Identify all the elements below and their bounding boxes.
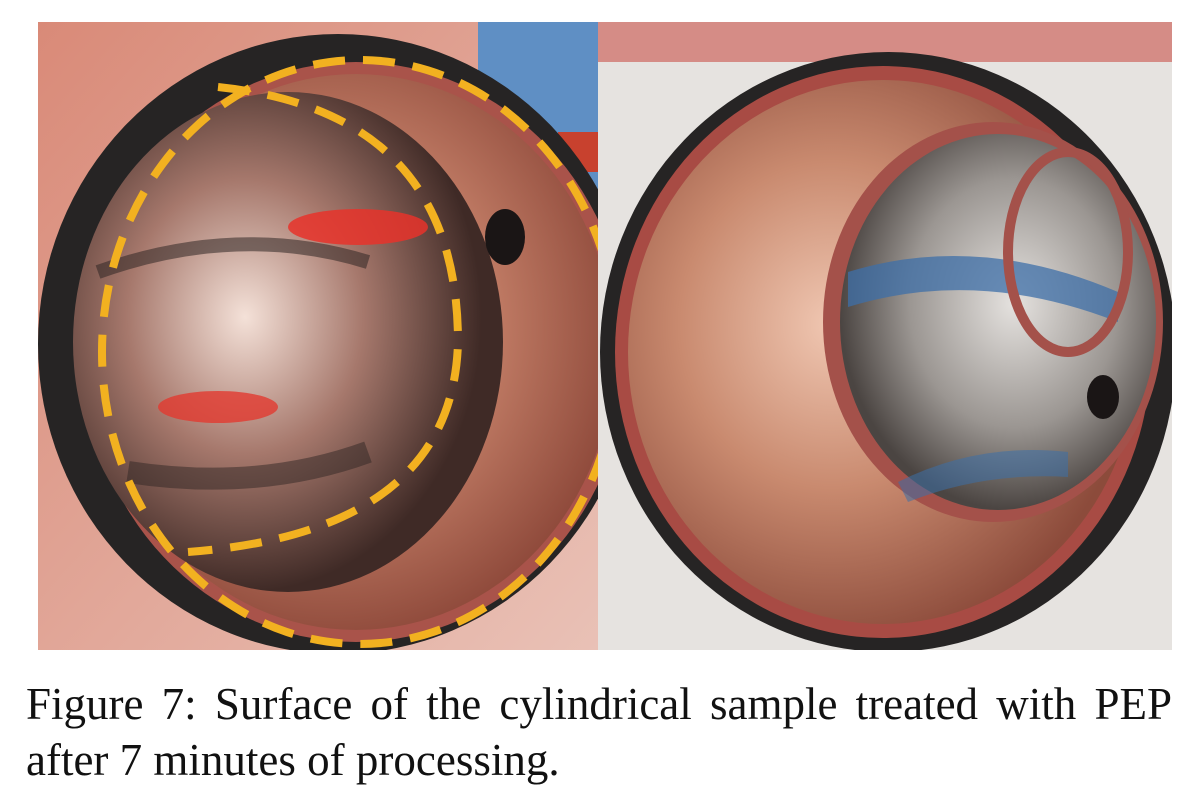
outer-dashed-outline (98, 56, 598, 648)
right-cylinder-image (598, 22, 1172, 650)
inner-opening (840, 134, 1156, 510)
left-cylinder-image (38, 22, 598, 650)
inner-dashed-outline (187, 83, 463, 556)
figure-caption: Figure 7: Surface of the cylindrical sam… (26, 679, 1172, 785)
right-photo (598, 22, 1172, 650)
hole (1087, 375, 1119, 419)
hole (485, 209, 525, 265)
inner-reflection (73, 92, 503, 592)
figure (38, 22, 1172, 650)
left-photo (38, 22, 598, 650)
